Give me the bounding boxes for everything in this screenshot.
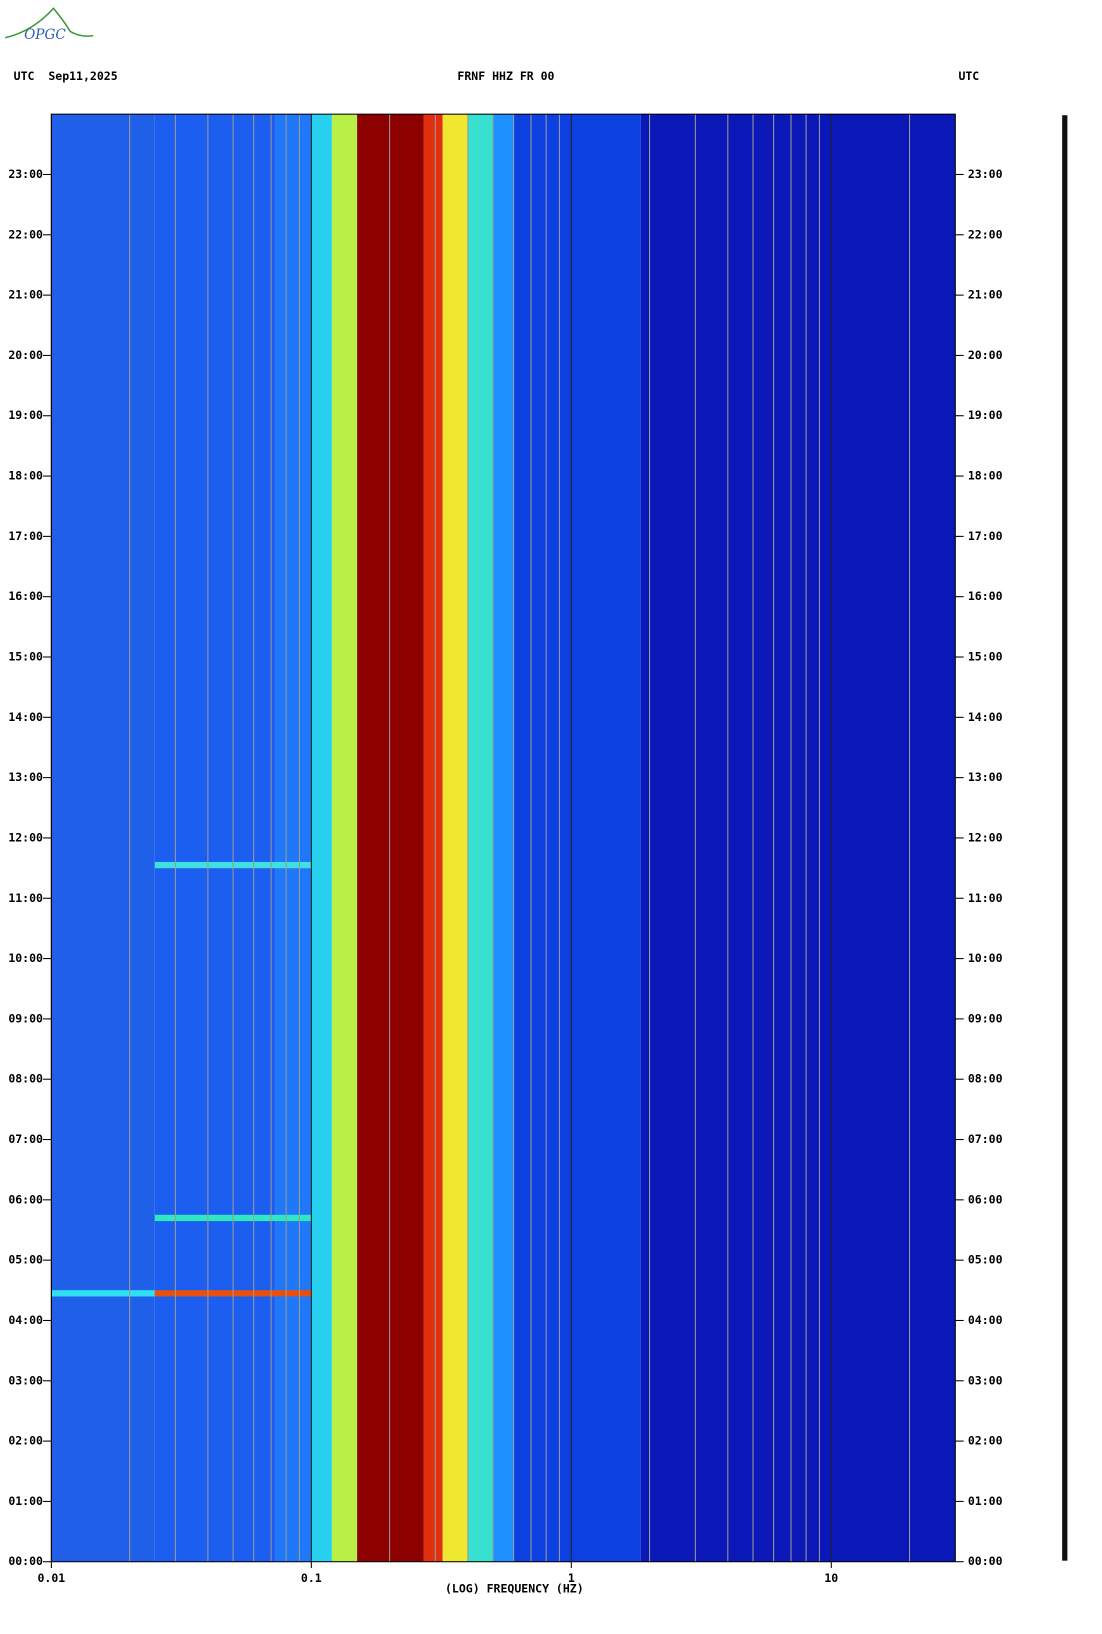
y-tick-label-right: 10:00 <box>968 951 1003 965</box>
spectral-band <box>275 114 312 1562</box>
y-tick-label-right: 11:00 <box>968 891 1003 905</box>
y-tick-label: 03:00 <box>8 1373 43 1387</box>
y-tick-label: 19:00 <box>8 408 43 422</box>
y-tick-label-right: 06:00 <box>968 1192 1003 1206</box>
y-tick-label: 05:00 <box>8 1253 43 1267</box>
y-tick-label-right: 20:00 <box>968 348 1003 362</box>
title-left: UTC Sep11,2025 <box>14 69 118 83</box>
y-tick-label: 04:00 <box>8 1313 43 1327</box>
y-tick-label: 12:00 <box>8 830 43 844</box>
spectral-band <box>154 114 276 1562</box>
spectral-band <box>442 114 468 1562</box>
plot-frame <box>50 113 956 1563</box>
y-tick-label-right: 05:00 <box>968 1253 1003 1267</box>
spectral-band <box>493 114 514 1562</box>
y-tick-label-right: 13:00 <box>968 770 1003 784</box>
x-tick-label: 1 <box>568 1571 575 1585</box>
y-tick-label: 22:00 <box>8 227 43 241</box>
y-tick-label: 11:00 <box>8 891 43 905</box>
x-tick-label: 0.1 <box>301 1571 322 1585</box>
spectral-band <box>357 114 424 1562</box>
x-tick-label: 10 <box>824 1571 838 1585</box>
y-tick-label: 23:00 <box>8 167 43 181</box>
y-tick-label: 06:00 <box>8 1192 43 1206</box>
y-tick-label: 21:00 <box>8 288 43 302</box>
y-tick-label: 08:00 <box>8 1072 43 1086</box>
spectral-band <box>331 114 358 1562</box>
spectral-band <box>513 114 641 1562</box>
y-tick-label-right: 14:00 <box>968 710 1003 724</box>
y-tick-label-right: 22:00 <box>968 227 1003 241</box>
y-tick-label: 13:00 <box>8 770 43 784</box>
y-tick-label-right: 09:00 <box>968 1011 1003 1025</box>
y-tick-label-right: 16:00 <box>968 589 1003 603</box>
y-tick-label: 10:00 <box>8 951 43 965</box>
y-tick-label-right: 21:00 <box>968 288 1003 302</box>
y-tick-label-right: 07:00 <box>968 1132 1003 1146</box>
y-tick-label-right: 00:00 <box>968 1554 1003 1568</box>
trace <box>1062 115 1068 1561</box>
y-tick-label: 14:00 <box>8 710 43 724</box>
y-tick-label-right: 01:00 <box>968 1494 1003 1508</box>
y-tick-label-right: 18:00 <box>968 469 1003 483</box>
y-tick-label: 02:00 <box>8 1434 43 1448</box>
y-tick-label: 18:00 <box>8 469 43 483</box>
logo: OPGC <box>24 27 66 43</box>
y-tick-label: 15:00 <box>8 650 43 664</box>
y-tick-label-right: 19:00 <box>968 408 1003 422</box>
y-tick-label-right: 12:00 <box>968 830 1003 844</box>
title-right: UTC <box>958 69 979 83</box>
y-tick-label: 07:00 <box>8 1132 43 1146</box>
y-tick-label: 17:00 <box>8 529 43 543</box>
y-tick-label-right: 17:00 <box>968 529 1003 543</box>
y-tick-label-right: 15:00 <box>968 650 1003 664</box>
y-tick-label-right: 02:00 <box>968 1434 1003 1448</box>
y-tick-label: 00:00 <box>8 1554 43 1568</box>
x-axis-label: (LOG) FREQUENCY (HZ) <box>445 1581 584 1595</box>
spectral-band <box>640 114 956 1562</box>
x-tick-label: 0.01 <box>38 1571 66 1585</box>
y-tick-label: 09:00 <box>8 1011 43 1025</box>
chart-title: FRNF HHZ FR 00 <box>457 69 554 83</box>
y-tick-label-right: 04:00 <box>968 1313 1003 1327</box>
event-streak <box>51 1290 155 1297</box>
y-tick-label-right: 08:00 <box>968 1072 1003 1086</box>
spectral-band <box>51 114 155 1562</box>
y-tick-label: 16:00 <box>8 589 43 603</box>
y-tick-label-right: 03:00 <box>968 1373 1003 1387</box>
spectral-band <box>423 114 443 1562</box>
spectral-band <box>311 114 332 1562</box>
spectral-band <box>467 114 494 1562</box>
logo-mark <box>5 7 94 39</box>
y-tick-label: 01:00 <box>8 1494 43 1508</box>
y-tick-label-right: 23:00 <box>968 167 1003 181</box>
y-tick-label: 20:00 <box>8 348 43 362</box>
